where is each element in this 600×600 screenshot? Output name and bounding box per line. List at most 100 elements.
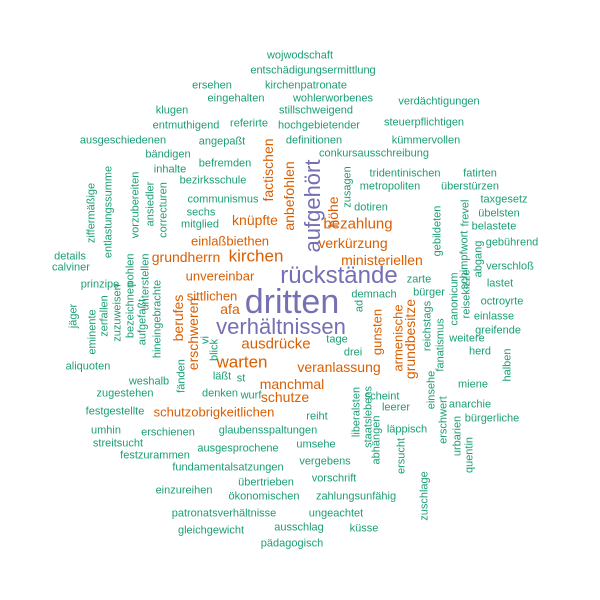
word-verdachtigungen: verdächtigungen: [398, 95, 480, 108]
word-abhangen: abhängen: [370, 415, 383, 465]
word-einlassbiethen: einlaßbiethen: [190, 233, 270, 249]
word-zahlungsunfahig: zahlungsunfähig: [315, 490, 397, 503]
word-angepasst: angepaßt: [198, 135, 246, 148]
word-lappisch: läppisch: [386, 423, 428, 436]
word-zusagen: zusagen: [341, 166, 354, 208]
word-lastet: lastet: [486, 277, 514, 290]
word-ubertrieben: übertrieben: [238, 476, 294, 489]
word-einsehe: einsehe: [425, 370, 438, 410]
word-kirchen: kirchen: [228, 246, 284, 266]
word-denken: denken: [201, 387, 239, 400]
word-reichstags: reichstags: [421, 300, 434, 352]
word-gunsten: gunsten: [369, 308, 385, 356]
word-ministeriellen: ministeriellen: [341, 252, 423, 268]
word-st: st: [236, 372, 246, 385]
word-blick: blick: [208, 338, 221, 362]
word-befremden: befremden: [198, 157, 252, 170]
word-zuzuweisen: zuzuweisen: [111, 284, 124, 342]
word-schutze: schutze: [260, 389, 310, 405]
word-fanatismus: fanatismus: [434, 318, 447, 372]
word-bezahlung: bezahlung: [323, 215, 393, 233]
word-berufes: berufes: [170, 294, 186, 342]
word-ansiedler: ansiedler: [144, 181, 157, 227]
word-ruckstande: rückstände: [280, 262, 398, 289]
word-correcturen: correcturen: [157, 182, 170, 238]
word-verhaltnissen: verhältnissen: [216, 314, 346, 339]
word-herd: herd: [468, 345, 492, 358]
word-glaubensspaltungen: glaubensspaltungen: [218, 424, 318, 437]
word-tage: tage: [326, 333, 348, 346]
word-steuerpflichtigen: steuerpflichtigen: [383, 116, 465, 129]
word-streitsucht: streitsucht: [92, 437, 144, 450]
word-knupfte: knüpfte: [232, 212, 278, 228]
word-dritten: dritten: [244, 283, 340, 321]
word-zerfallen: zerfallen: [98, 295, 111, 337]
word-metropoliten: metropoliten: [359, 180, 421, 193]
word-definitionen: definitionen: [285, 134, 343, 147]
word-verschloss: verschloß: [486, 260, 534, 273]
word-erschwert: erschwert: [437, 396, 450, 444]
word-taxgesetz: taxgesetz: [480, 193, 528, 206]
word-eminente: eminente: [86, 309, 99, 355]
word-schutzobrigkeitlichen: schutzobrigkeitlichen: [153, 404, 275, 420]
word-lasst: läßt: [212, 370, 232, 383]
word-jager: jäger: [67, 303, 80, 329]
word-fanden: fänden: [175, 359, 188, 393]
word-erschweren: erschweren: [185, 297, 201, 371]
word-weshalb: weshalb: [128, 375, 170, 388]
word-octroyrte: octroyrte: [480, 295, 524, 308]
word-gebildeten: gebildeten: [431, 205, 444, 257]
word-wohlerworbenes: wohlerworbenes: [292, 92, 374, 105]
word-conkursausschreibung: conkursausschreibung: [318, 147, 430, 160]
word-burger: bürger: [413, 286, 445, 299]
word-aliquoten: aliquoten: [65, 360, 111, 373]
word-umsehe: umsehe: [296, 438, 336, 451]
word-miene: miene: [458, 378, 488, 391]
word-anarchie: anarchie: [448, 398, 492, 411]
word-gleichgewicht: gleichgewicht: [177, 524, 245, 537]
word-afa: afa: [220, 301, 240, 317]
word-ausschlag: ausschlag: [274, 521, 324, 534]
word-bezirksschule: bezirksschule: [179, 174, 247, 187]
word-warten: warten: [216, 352, 268, 372]
word-ziffermassige: ziffermäßige: [85, 182, 98, 244]
word-fundamentalsatzungen: fundamentalsatzungen: [172, 461, 284, 474]
word-bandigen: bändigen: [145, 148, 191, 161]
word-wojwodschaft: wojwodschaft: [266, 49, 334, 62]
word-hohe: höhe: [325, 196, 341, 228]
word-festzurammen: festzurammen: [120, 449, 190, 462]
word-scheint: scheint: [364, 390, 400, 403]
word-wurf: wurf: [240, 389, 262, 402]
word-klugen: klugen: [155, 104, 189, 117]
word-burgerliche: bürgerliche: [464, 412, 520, 425]
word-einlasse: einlasse: [473, 310, 515, 323]
word-veranlassung: veranlassung: [297, 359, 381, 375]
word-entlastungssumme: entlastungssumme: [102, 165, 115, 259]
word-fatirten: fatirten: [463, 167, 497, 180]
word-mitglied: mitglied: [181, 218, 219, 231]
word-umhin: umhin: [91, 424, 121, 437]
word-vorzubereiten: vorzubereiten: [129, 171, 142, 239]
word-hochgebietender: hochgebietender: [278, 119, 360, 132]
word-verkurzung: verkürzung: [318, 235, 388, 251]
word-zarte: zarte: [406, 273, 432, 286]
word-details: details: [54, 250, 86, 263]
word-leerer: leerer: [381, 401, 411, 414]
word-patronatsverhaltnisse: patronatsverhältnisse: [171, 507, 277, 520]
word-referirte: referirte: [230, 117, 268, 130]
word-unterstellen: unterstellen: [139, 253, 152, 311]
word-dotiren: dotiren: [354, 201, 388, 214]
word-inhalte: inhalte: [153, 163, 187, 176]
word-ausgesprochene: ausgesprochene: [197, 442, 279, 455]
word-kusse: küsse: [349, 522, 379, 535]
word-zugestehen: zugestehen: [96, 387, 154, 400]
word-vergebens: vergebens: [299, 455, 351, 468]
word-greifende: greifende: [475, 324, 521, 337]
word-entmuthigend: entmuthigend: [152, 119, 220, 132]
word-reiht: reiht: [306, 410, 328, 423]
word-gebuhrend: gebührend: [485, 236, 539, 249]
word-kummervollen: kümmervollen: [391, 134, 461, 147]
word-ausgeschiedenen: ausgeschiedenen: [79, 134, 167, 147]
word-urbarien: urbarien: [451, 415, 464, 457]
word-communismus: communismus: [187, 193, 259, 206]
